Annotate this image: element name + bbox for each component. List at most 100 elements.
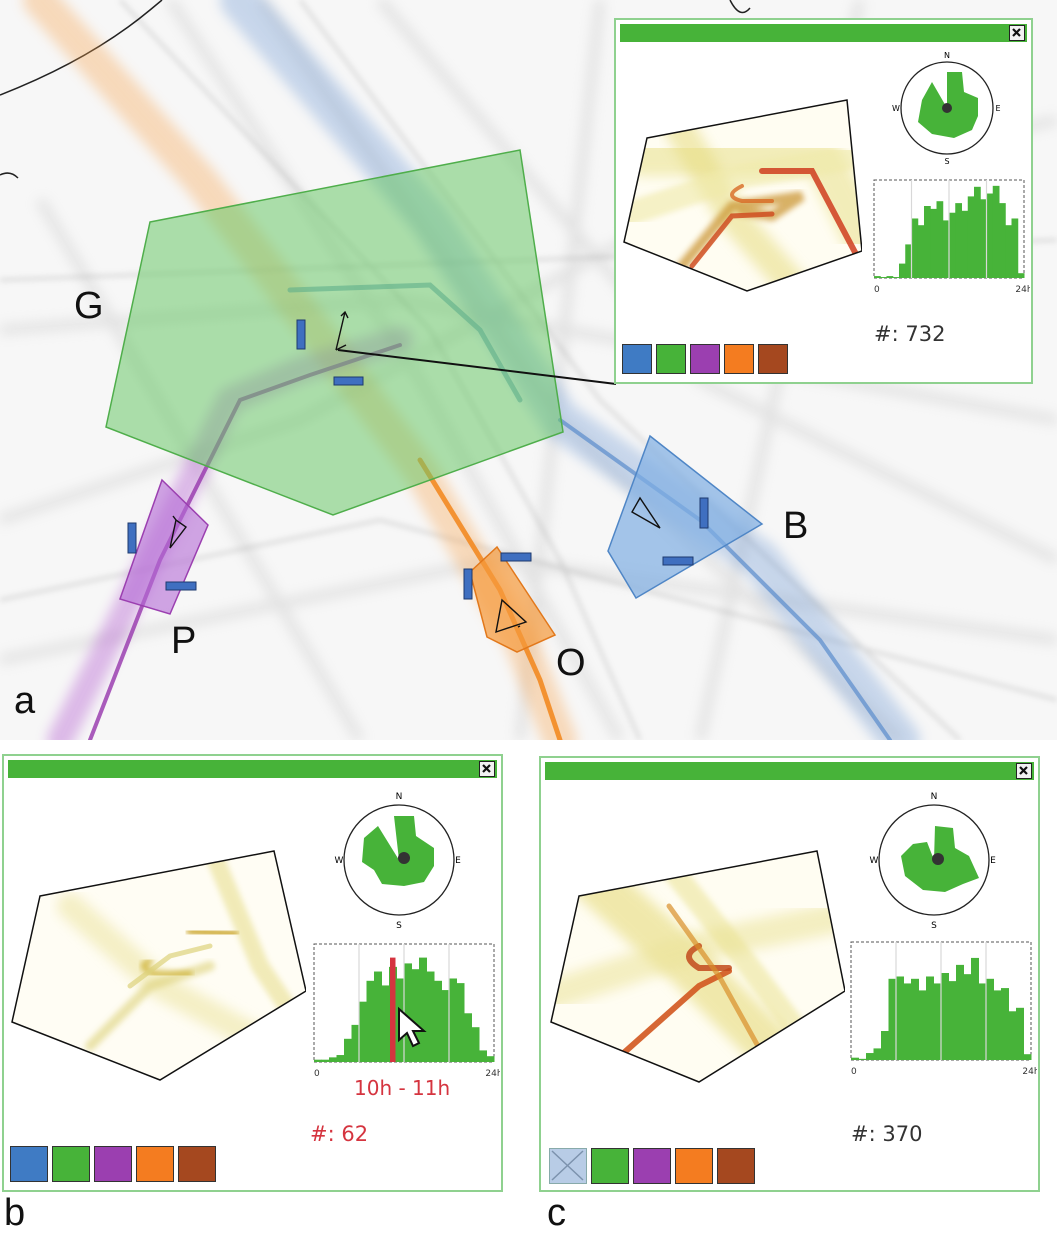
histogram-bar [933, 983, 942, 1060]
histogram-bar [961, 210, 969, 278]
panel-title-bar[interactable] [620, 24, 1027, 42]
histogram-bar [1005, 225, 1012, 278]
histogram-bar [419, 957, 427, 1062]
region-g-polygon[interactable] [105, 149, 564, 516]
swatch-purple[interactable] [690, 344, 720, 374]
map-canvas[interactable] [0, 0, 1057, 740]
panel-title-bar[interactable] [8, 760, 497, 778]
histogram-bar [886, 276, 894, 278]
compass-s: S [931, 921, 937, 930]
axis-start-label: 0 [874, 285, 880, 295]
swatch-purple[interactable] [633, 1148, 671, 1184]
density-map [623, 99, 862, 292]
close-button[interactable] [1016, 763, 1032, 779]
histogram-bar [1001, 988, 1009, 1060]
trajectory-map[interactable]: G P O B a N [0, 0, 1057, 740]
histogram-bar [948, 981, 957, 1060]
histogram-bar [993, 990, 1002, 1060]
axis-end-label: 24h [485, 1069, 500, 1079]
histogram-bar [980, 199, 987, 278]
region-label-b: B [783, 505, 809, 547]
panel-title-bar[interactable] [545, 762, 1034, 780]
histogram-bar [866, 1053, 874, 1060]
histogram-bar [1008, 1011, 1017, 1060]
axis-end-label: 24h [1015, 285, 1030, 295]
compass-w: W [892, 104, 900, 113]
histogram-bar [911, 218, 919, 278]
compass-s: S [396, 921, 402, 930]
disabled-cross-icon [551, 1150, 584, 1181]
swatch-blue-disabled[interactable] [549, 1148, 587, 1184]
swatch-purple[interactable] [94, 1146, 132, 1182]
compass-n: N [931, 792, 938, 802]
histogram-bar [1023, 1054, 1032, 1060]
histogram-bar [471, 1027, 480, 1062]
histogram-bar [359, 1001, 367, 1062]
histogram-bar [426, 971, 435, 1062]
region-label-o: O [556, 642, 586, 684]
hour-histogram-b[interactable]: 0 24h [310, 940, 500, 1080]
region-label-p: P [171, 620, 197, 662]
histogram-bar [971, 957, 979, 1060]
histogram-bar [955, 203, 962, 278]
close-button[interactable] [1009, 25, 1025, 41]
histogram-bar [329, 1057, 337, 1062]
swatch-orange[interactable] [675, 1148, 713, 1184]
compass-n: N [396, 792, 403, 802]
swatch-blue[interactable] [10, 1146, 48, 1182]
histogram-bar [366, 980, 375, 1062]
compass-w: W [870, 856, 879, 866]
axis-start-label: 0 [851, 1067, 857, 1077]
region-detail-panel-a[interactable]: N S E W 0 24h #: 732 [614, 18, 1033, 384]
histogram-bar [351, 1024, 360, 1062]
swatch-orange[interactable] [136, 1146, 174, 1182]
close-icon [482, 764, 491, 773]
histogram-bar [924, 206, 931, 278]
color-swatches [10, 1146, 216, 1182]
swatch-green[interactable] [52, 1146, 90, 1182]
histogram-bar [381, 985, 390, 1062]
histogram-bar [918, 990, 927, 1060]
histogram-bar [949, 212, 956, 278]
hour-histogram-a[interactable]: 0 24h [870, 176, 1030, 296]
hour-histogram-c[interactable]: 0 24h [847, 938, 1037, 1078]
swatch-brown[interactable] [178, 1146, 216, 1182]
swatch-brown[interactable] [717, 1148, 755, 1184]
swatch-blue[interactable] [622, 344, 652, 374]
histogram-bar [911, 978, 919, 1060]
compass-e: E [990, 856, 996, 866]
histogram-bar [321, 1059, 330, 1062]
compass-w: W [335, 856, 344, 866]
histogram-bar [404, 963, 412, 1062]
histogram-bar [986, 978, 994, 1060]
histogram-bar [986, 193, 994, 278]
swatch-green[interactable] [591, 1148, 629, 1184]
trajectory-count: #: 732 [874, 322, 946, 346]
histogram-bar [456, 983, 465, 1062]
swatch-orange[interactable] [724, 344, 754, 374]
region-b-polygon[interactable] [607, 434, 764, 600]
density-map [550, 850, 845, 1083]
histogram-bar [880, 277, 887, 278]
direction-glyphs [169, 310, 661, 634]
compass-e: E [455, 856, 461, 866]
swatch-green[interactable] [656, 344, 686, 374]
histogram-bar [858, 1058, 867, 1060]
close-button[interactable] [479, 761, 495, 777]
region-p-polygon[interactable] [119, 478, 209, 615]
direction-rose: N S E W [335, 792, 462, 930]
region-detail-panel-b[interactable]: N S E W 0 24h 10h - 11h #: 62 [2, 754, 503, 1192]
region-o-polygon[interactable] [469, 545, 557, 653]
histogram-bar [434, 980, 442, 1062]
histogram-bar [963, 974, 972, 1060]
histogram-bar [851, 1057, 859, 1060]
histogram-bar [486, 1056, 495, 1062]
region-detail-panel-c[interactable]: N S E W 0 24h #: 370 [539, 756, 1040, 1192]
histogram-bar [917, 225, 925, 278]
histogram-bar [942, 220, 950, 278]
histogram-bar [903, 983, 912, 1060]
histogram-bar [926, 976, 934, 1060]
swatch-brown[interactable] [758, 344, 788, 374]
histogram-bar [978, 983, 987, 1060]
panel-connector-line [337, 349, 617, 385]
